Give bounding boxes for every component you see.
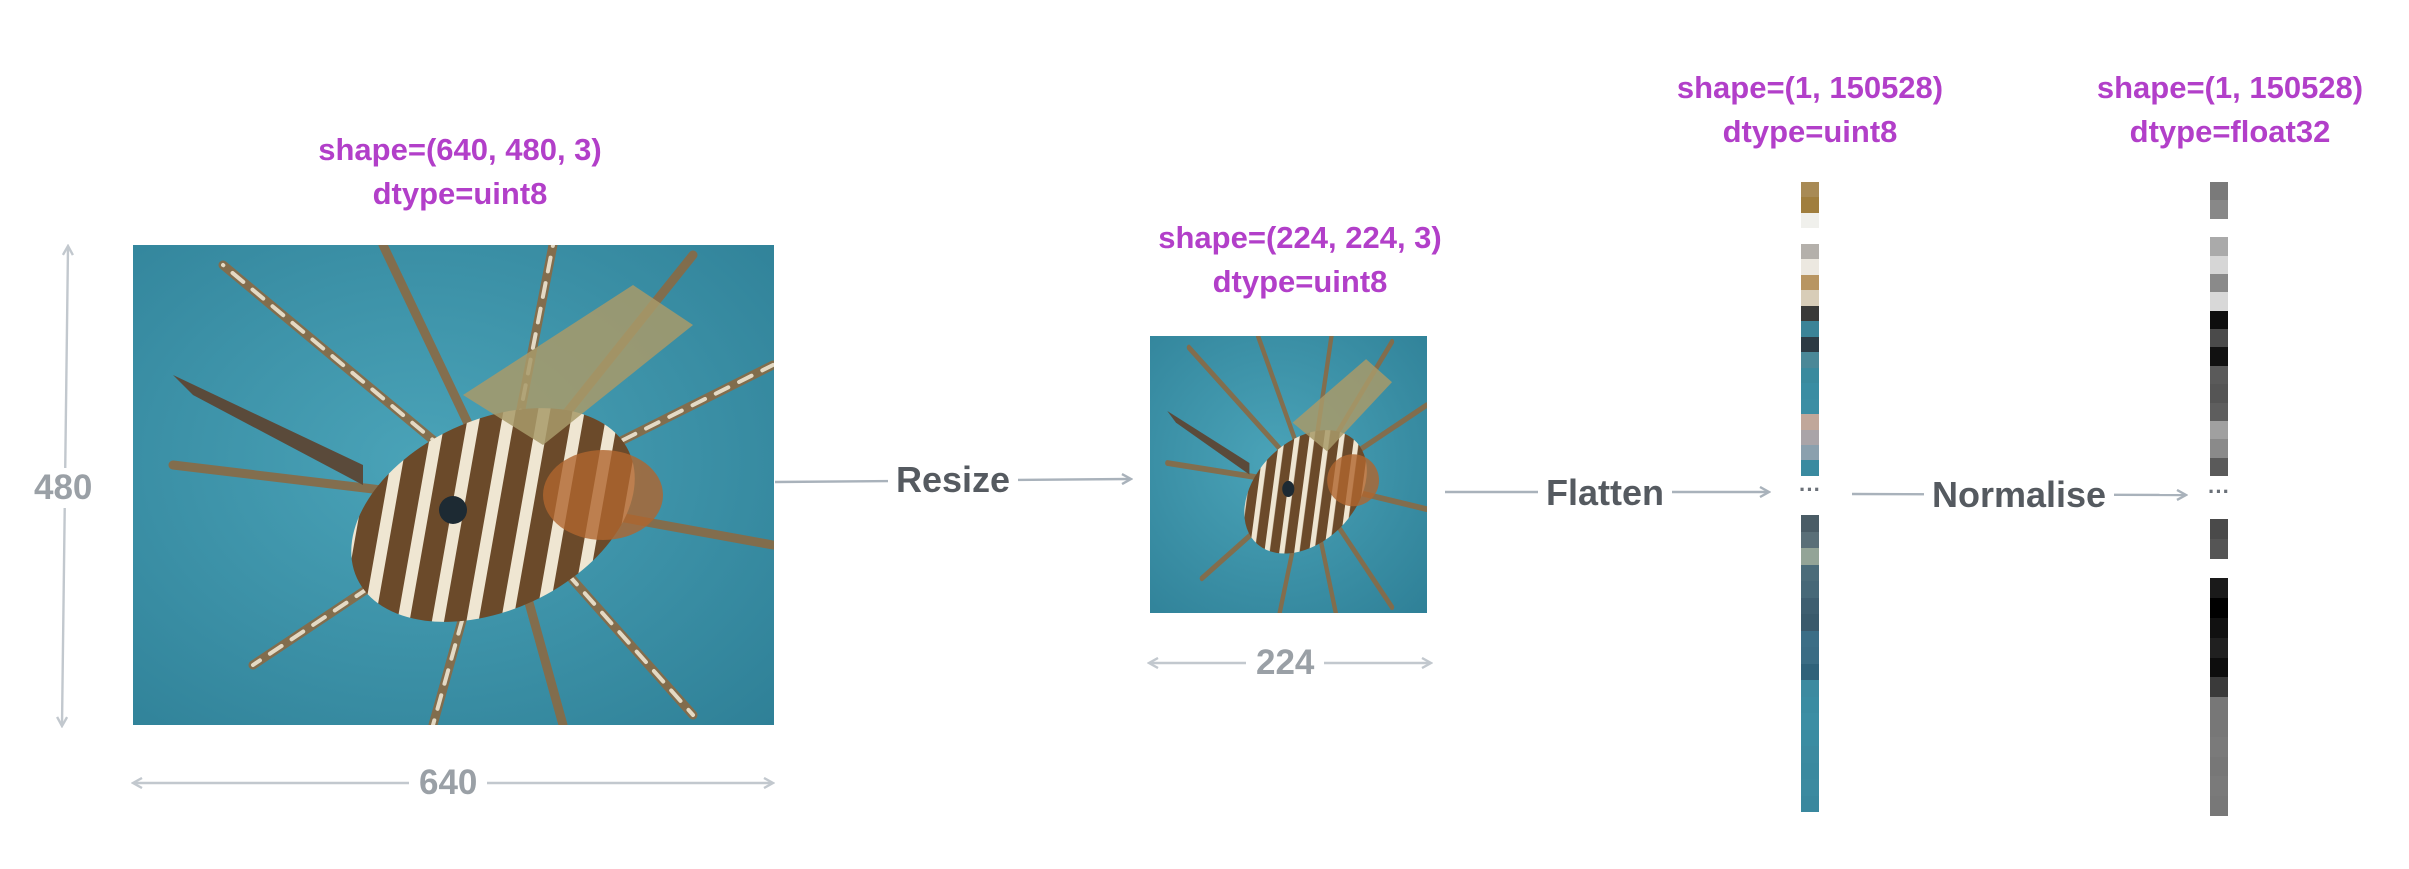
pixel-cell [2210,457,2228,476]
pixel-cell [2210,402,2228,421]
pixel-cell [1801,197,1819,213]
pixel-cell [2210,756,2228,777]
pixel-cell [1801,597,1819,614]
pixel-cell [1801,713,1819,730]
normalise-step-label: Normalise [1924,473,2115,517]
flattened-ellipsis: ··· [1799,477,1821,502]
pixel-cell [2210,255,2228,274]
pixel-cell [2210,796,2228,816]
original-image [133,245,774,725]
pixel-cell [2210,538,2228,559]
resized-shape-label: shape=(224, 224, 3) dtype=uint8 [1100,216,1500,304]
flattened-shape-text: shape=(1, 150528) [1676,70,1944,105]
pixel-cell [1801,729,1819,746]
pixel-cell [1801,383,1819,399]
pixel-cell [1801,305,1819,322]
pixel-cell [2210,347,2228,366]
pixel-cell [2210,384,2228,403]
pixel-cell [1801,795,1819,812]
pixel-cell [1801,630,1819,647]
pixel-cell [2210,237,2228,256]
flattened-dtype-text: dtype=uint8 [1722,114,1898,149]
flatten-step-label: Flatten [1538,471,1673,515]
pixel-cell [2210,776,2228,797]
pixel-cell [1801,290,1819,306]
pixel-cell [2210,329,2228,348]
pixel-cell [2210,697,2228,717]
pixel-cell [1801,243,1819,260]
pixel-cell [2210,519,2228,539]
pixel-cell [1801,352,1819,368]
pixel-cell [1801,182,1819,198]
pixel-cell [2210,657,2228,678]
pixel-cell [1801,531,1819,548]
pixel-cell [1801,321,1819,337]
normalised-shape-text: shape=(1, 150528) [2096,70,2364,105]
flattened-strip-top [1801,182,1819,476]
pixel-cell [2210,598,2228,618]
height-label: 480 [24,468,103,508]
flattened-strip-bottom [1801,515,1819,812]
pixel-cell [1801,564,1819,581]
pixel-cell [2210,182,2228,201]
pixel-cell [2210,736,2228,757]
pixel-cell [2210,292,2228,311]
pixel-cell [2210,218,2228,238]
width-label: 640 [409,763,488,803]
pixel-cell [1801,746,1819,763]
pixel-cell [1801,398,1819,415]
normalised-strip-bottom [2210,519,2228,816]
pixel-cell [1801,429,1819,445]
original-shape-text: shape=(640, 480, 3) [318,132,602,167]
pixel-cell [1801,696,1819,713]
pixel-cell [1801,647,1819,664]
pixel-cell [2210,637,2228,658]
resize-step-label: Resize [888,458,1019,502]
normalised-shape-label: shape=(1, 150528) dtype=float32 [2030,66,2409,154]
pixel-cell [1801,581,1819,598]
pixel-cell [2210,578,2228,599]
pixel-cell [1801,548,1819,565]
resized-image [1150,336,1427,613]
pixel-cell [1801,444,1819,461]
resized-width-label: 224 [1246,643,1325,683]
pixel-cell [2210,439,2228,458]
pixel-cell [1801,414,1819,430]
pixel-cell [2210,273,2228,293]
pixel-cell [2210,558,2228,579]
pixel-cell [2210,617,2228,638]
original-dtype-text: dtype=uint8 [372,176,548,211]
pixel-cell [2210,420,2228,440]
lionfish-photo-resized [1150,336,1427,613]
pixel-cell [1801,663,1819,680]
resized-shape-text: shape=(224, 224, 3) [1158,220,1442,255]
flattened-shape-label: shape=(1, 150528) dtype=uint8 [1610,66,2010,154]
pixel-cell [2210,310,2228,329]
pixel-cell [1801,228,1819,244]
pixel-cell [1801,212,1819,229]
pixel-cell [1801,779,1819,796]
original-shape-label: shape=(640, 480, 3) dtype=uint8 [260,128,660,216]
pixel-cell [1801,259,1819,275]
pixel-cell [1801,614,1819,631]
pixel-cell [1801,274,1819,291]
pixel-cell [1801,680,1819,697]
resized-dtype-text: dtype=uint8 [1212,264,1388,299]
pixel-cell [1801,460,1819,476]
normalised-ellipsis: ··· [2208,479,2230,504]
pixel-cell [1801,367,1819,384]
pixel-cell [1801,336,1819,353]
pixel-cell [1801,515,1819,532]
pixel-cell [2210,365,2228,385]
pixel-cell [2210,716,2228,737]
normalised-strip-top [2210,182,2228,476]
lionfish-photo [133,245,774,725]
pixel-cell [2210,200,2228,219]
pixel-cell [2210,677,2228,698]
normalised-dtype-text: dtype=float32 [2129,114,2331,149]
pixel-cell [1801,762,1819,779]
